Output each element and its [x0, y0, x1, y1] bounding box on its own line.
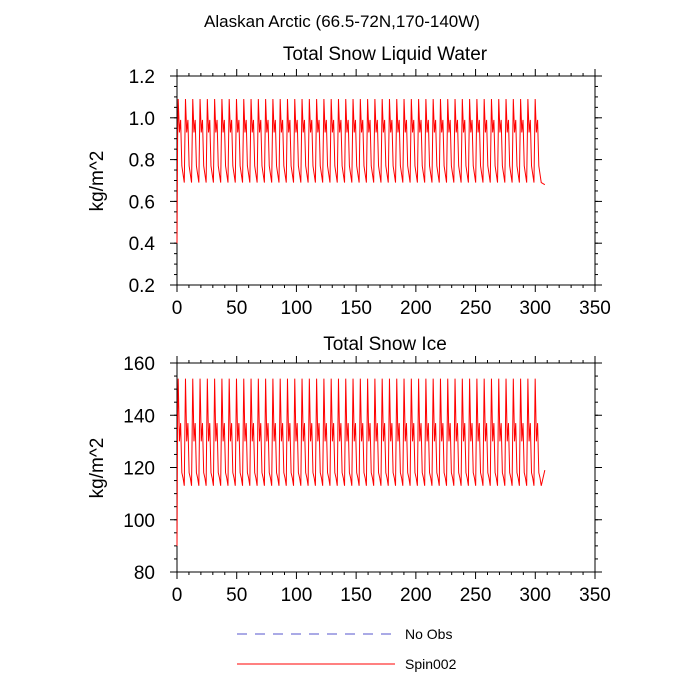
- chart-panel-liquid-water: Total Snow Liquid Water kg/m^2 0 50 100 150…: [87, 44, 611, 319]
- figure-canvas: Alaskan Arctic (66.5-72N,170-140W) Total…: [0, 0, 700, 700]
- y-tick-label: 0.8: [129, 151, 155, 172]
- x-tick-label: 200: [400, 298, 432, 319]
- x-tick-label: 150: [340, 585, 372, 606]
- y-tick-label: 1.0: [129, 109, 155, 130]
- x-tick-label: 300: [519, 585, 551, 606]
- legend: No Obs Spin002: [237, 626, 457, 672]
- x-tick-label: 50: [226, 298, 247, 319]
- plot-frame: [177, 76, 595, 285]
- y-axis-label: kg/m^2: [87, 438, 108, 499]
- y-tick-label: 100: [123, 511, 155, 532]
- x-tick-label: 100: [281, 298, 313, 319]
- y-tick-label: 160: [123, 354, 155, 375]
- chart-title: Total Snow Liquid Water: [283, 44, 488, 65]
- y-tick-label: 140: [123, 406, 155, 427]
- x-tick-label: 300: [519, 298, 551, 319]
- x-tick-label: 150: [340, 298, 372, 319]
- x-tick-label: 250: [460, 298, 492, 319]
- legend-label-spin002: Spin002: [405, 656, 457, 672]
- legend-label-no-obs: No Obs: [405, 626, 452, 642]
- y-tick-label: 0.4: [129, 234, 156, 255]
- x-tick-label: 350: [579, 298, 611, 319]
- y-tick-label: 0.6: [129, 192, 155, 213]
- chart-panel-snow-ice: Total Snow Ice kg/m^2 0 50 100 150 200 250 300…: [87, 334, 611, 606]
- x-tick-label: 350: [579, 585, 611, 606]
- series-line-spin002: [177, 379, 545, 546]
- x-tick-label: 250: [460, 585, 492, 606]
- chart-title: Total Snow Ice: [323, 334, 447, 355]
- y-tick-label: 1.2: [129, 67, 155, 88]
- x-tick-label: 200: [400, 585, 432, 606]
- y-tick-label: 80: [134, 563, 155, 584]
- x-tick-label: 0: [172, 298, 183, 319]
- figure-title: Alaskan Arctic (66.5-72N,170-140W): [204, 12, 480, 31]
- x-tick-label: 0: [172, 585, 183, 606]
- x-tick-label: 50: [226, 585, 247, 606]
- y-tick-label: 0.2: [129, 276, 155, 297]
- y-axis-label: kg/m^2: [87, 151, 108, 212]
- y-tick-label: 120: [123, 459, 155, 480]
- series-line-spin002: [177, 99, 545, 243]
- x-tick-label: 100: [281, 585, 313, 606]
- chart-marks: 0 50 100 150 200 250 300 350 80 100 120 140 160: [123, 354, 611, 606]
- chart-marks: 0 50 100 150 200 250 300 350 0.2 0.4 0.6 0.8 1.0 1.2: [129, 67, 611, 319]
